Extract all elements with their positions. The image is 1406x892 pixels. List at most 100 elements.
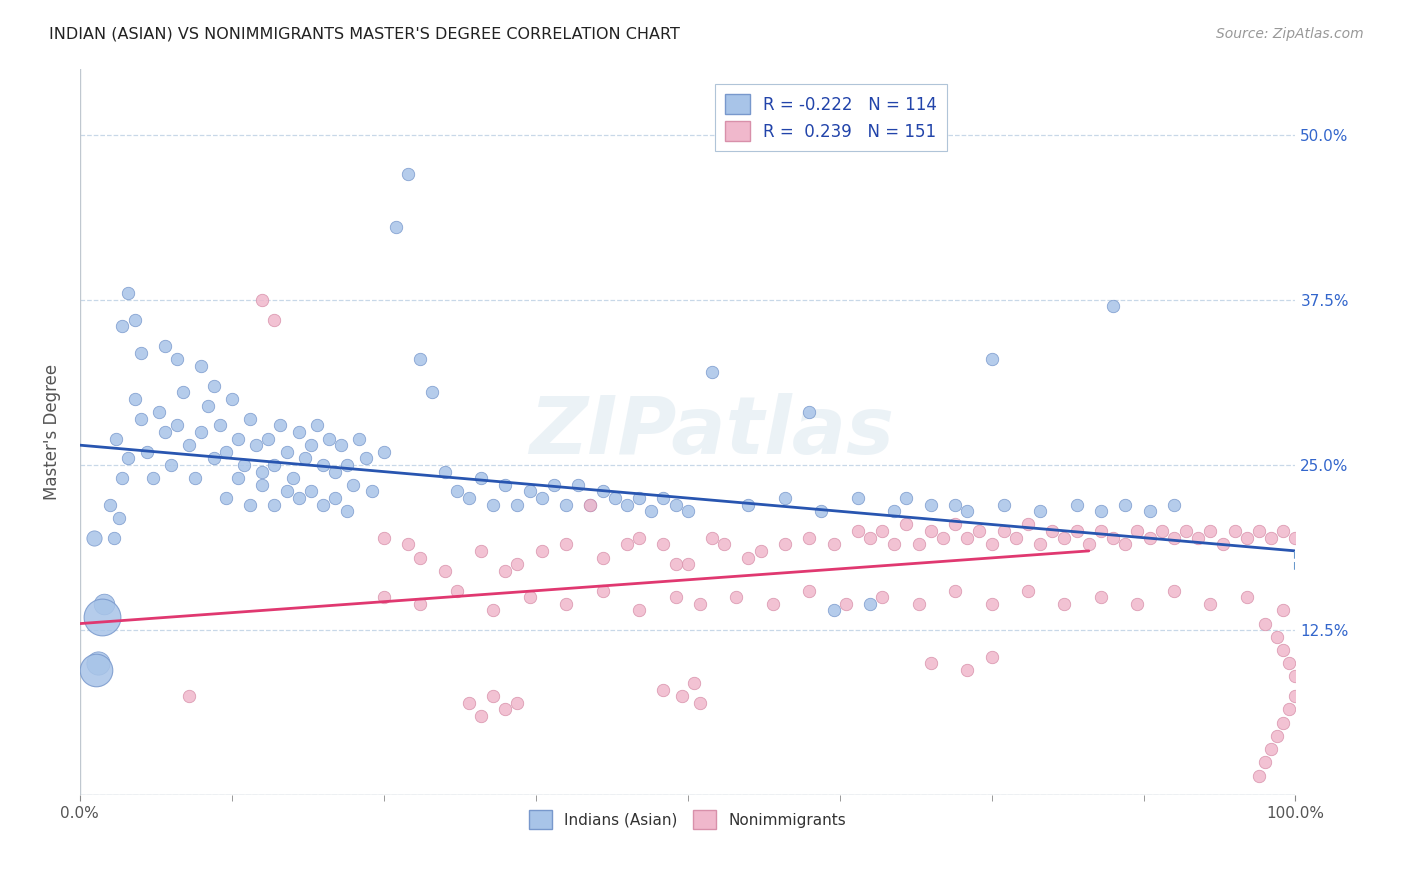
Point xyxy=(166,352,188,367)
Point xyxy=(482,498,505,512)
Point xyxy=(1029,537,1052,551)
Point xyxy=(682,676,704,690)
Point xyxy=(105,432,128,446)
Point xyxy=(103,531,125,545)
Point xyxy=(470,709,492,723)
Point xyxy=(859,531,882,545)
Point xyxy=(664,590,686,604)
Y-axis label: Master's Degree: Master's Degree xyxy=(44,364,60,500)
Point xyxy=(1090,524,1112,538)
Point xyxy=(281,471,304,485)
Point xyxy=(956,663,979,677)
Point xyxy=(1272,524,1295,538)
Point xyxy=(1150,524,1173,538)
Point xyxy=(616,537,638,551)
Point xyxy=(263,312,285,326)
Point xyxy=(153,425,176,439)
Point xyxy=(628,603,651,617)
Point xyxy=(567,478,589,492)
Point xyxy=(896,491,918,505)
Point xyxy=(197,399,219,413)
Point xyxy=(83,531,105,545)
Point xyxy=(737,550,759,565)
Point xyxy=(1199,597,1222,611)
Point xyxy=(980,352,1002,367)
Point xyxy=(943,517,966,532)
Point xyxy=(360,484,382,499)
Point xyxy=(269,418,291,433)
Point xyxy=(883,504,905,518)
Point xyxy=(628,531,651,545)
Point xyxy=(980,537,1002,551)
Point xyxy=(1278,657,1301,671)
Point xyxy=(1139,504,1161,518)
Point xyxy=(773,537,796,551)
Point xyxy=(1236,531,1258,545)
Point xyxy=(312,498,335,512)
Point xyxy=(616,498,638,512)
Point xyxy=(603,491,626,505)
Point xyxy=(336,458,359,472)
Point xyxy=(555,537,578,551)
Point xyxy=(276,484,298,499)
Point xyxy=(373,531,395,545)
Point xyxy=(190,359,212,373)
Point xyxy=(148,405,170,419)
Point xyxy=(920,657,942,671)
Point xyxy=(107,511,129,525)
Point xyxy=(184,471,207,485)
Point xyxy=(221,392,243,406)
Point xyxy=(1212,537,1234,551)
Point xyxy=(409,352,432,367)
Point xyxy=(202,378,225,392)
Point xyxy=(907,597,929,611)
Point xyxy=(859,597,882,611)
Point xyxy=(980,597,1002,611)
Point xyxy=(117,286,139,301)
Point xyxy=(749,544,772,558)
Point xyxy=(1278,702,1301,716)
Point xyxy=(799,531,821,545)
Point xyxy=(652,491,675,505)
Point xyxy=(90,610,112,624)
Point xyxy=(294,451,316,466)
Point xyxy=(385,220,408,235)
Point xyxy=(1236,590,1258,604)
Point xyxy=(725,590,748,604)
Point xyxy=(1029,504,1052,518)
Point xyxy=(1175,524,1198,538)
Point xyxy=(124,312,146,326)
Point xyxy=(287,425,309,439)
Point xyxy=(1005,531,1028,545)
Point xyxy=(323,491,346,505)
Point xyxy=(1066,498,1088,512)
Point xyxy=(506,696,529,710)
Point xyxy=(349,432,371,446)
Point xyxy=(215,444,238,458)
Point xyxy=(1066,524,1088,538)
Point xyxy=(737,498,759,512)
Point xyxy=(530,544,553,558)
Point xyxy=(1114,498,1136,512)
Point xyxy=(1272,603,1295,617)
Point xyxy=(920,498,942,512)
Point xyxy=(1090,590,1112,604)
Point xyxy=(1077,537,1099,551)
Point xyxy=(202,451,225,466)
Point xyxy=(396,537,419,551)
Point xyxy=(190,425,212,439)
Point xyxy=(215,491,238,505)
Point xyxy=(652,537,675,551)
Point xyxy=(846,491,869,505)
Point xyxy=(1187,531,1209,545)
Point xyxy=(506,498,529,512)
Point xyxy=(446,583,468,598)
Point xyxy=(1163,531,1185,545)
Point xyxy=(1114,537,1136,551)
Point xyxy=(834,597,856,611)
Point xyxy=(208,418,231,433)
Point xyxy=(373,590,395,604)
Point xyxy=(373,444,395,458)
Point xyxy=(135,444,157,458)
Point xyxy=(883,537,905,551)
